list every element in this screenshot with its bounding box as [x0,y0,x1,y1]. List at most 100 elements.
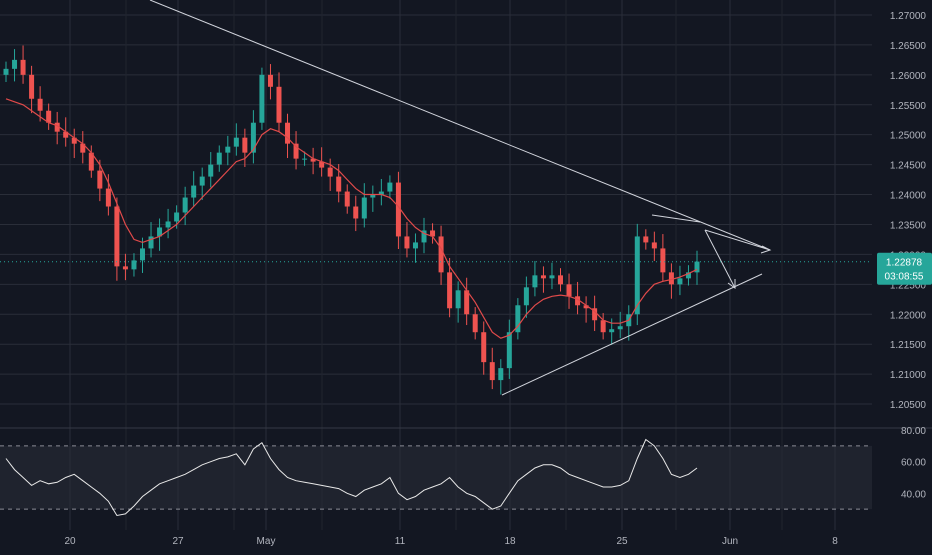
candle-body [225,146,231,153]
candle-body [472,314,478,333]
candle-body [438,236,444,273]
candle-body [583,305,589,309]
candle-body [12,59,18,69]
time-tick-label: 20 [64,536,76,547]
candle-body [285,122,291,144]
oscillator-tick-label: 60.00 [901,458,926,469]
candle-body [395,182,401,237]
candle-body [208,164,214,177]
time-tick-label: 18 [504,536,516,547]
candle-body [131,260,137,270]
candle-body [412,242,418,249]
candle-body [327,167,333,177]
candle-body [685,272,691,279]
candle-body [276,86,282,123]
candle-body [336,176,342,192]
candle-body [191,185,197,198]
bar-countdown: 03:08:55 [885,272,924,283]
time-tick-label: 8 [832,536,838,547]
time-tick-label: 11 [395,536,406,547]
candle-body [157,227,163,237]
candle-body [37,98,43,111]
candle-body [250,122,256,153]
last-price-value: 1.22878 [886,258,923,269]
price-tick-label: 1.23500 [890,220,927,231]
time-tick-label: May [257,536,276,547]
candle-body [97,170,103,189]
ascending-trendline [501,273,763,396]
candle-body [506,332,512,369]
candle-body [515,305,521,333]
price-tick-label: 1.24000 [890,191,927,202]
candle-body [216,152,222,165]
candle-body [421,230,427,243]
candle-body [199,176,205,186]
price-axis[interactable]: 1.27000 1.26500 1.26000 1.25500 1.25000 1.245… [890,11,927,500]
candle-body [46,110,52,123]
candle-body [302,158,308,160]
candle-body [634,236,640,315]
candle-body [361,197,367,219]
candle-body [481,332,487,363]
candle-body [3,68,9,75]
price-tick-label: 1.25500 [890,101,927,112]
oscillator-line [5,438,698,517]
moving-average [5,98,698,339]
candle-body [242,137,248,153]
descending-trendline [149,0,771,251]
candle-body [404,236,410,249]
candle-body [174,212,180,222]
candle-body [344,191,350,207]
candle-body [523,287,529,306]
candle-body [575,296,581,306]
candle-body [498,368,504,381]
oscillator-band [0,445,872,510]
candle-body [267,74,273,87]
candle-body [387,182,393,192]
price-tick-label: 1.26000 [890,71,927,82]
candle-body [353,206,359,219]
candle-body [233,137,239,147]
price-tick-label: 1.27000 [890,11,927,22]
candle-body [694,261,700,273]
trendline-drawings[interactable] [149,0,772,396]
candle-body [122,266,128,270]
candle-body [609,329,615,333]
candle-body [165,221,171,228]
time-tick-label: Jun [722,536,738,547]
candle-body [20,59,26,75]
candle-body [370,194,376,198]
candle-body [29,74,35,99]
candle-body [558,275,564,285]
candle-body [430,230,436,237]
last-price-label: 1.22878 03:08:55 [0,252,932,285]
price-tick-label: 1.24500 [890,161,927,172]
oscillator-tick-label: 40.00 [901,489,926,500]
candle-body [319,161,325,168]
candle-body [447,272,453,309]
candle-body [532,275,538,288]
time-axis[interactable]: 20 27 May 11 18 25 Jun 8 [64,536,838,547]
candle-body [182,197,188,213]
oscillator-panel [0,438,872,517]
price-tick-label: 1.20500 [890,400,927,411]
price-tick-label: 1.22000 [890,310,927,321]
candle-body [71,137,77,144]
candle-body [566,284,572,297]
time-tick-label: 27 [172,536,184,547]
price-tick-label: 1.25000 [890,131,927,142]
candle-body [549,275,555,279]
grid [0,0,932,530]
projection-arrow-upper-head [760,245,772,254]
projection-arrow-lower-head [727,279,736,289]
price-tick-label: 1.21500 [890,340,927,351]
candle-body [63,131,69,138]
candle-body [643,236,649,243]
price-tick-label: 1.26500 [890,41,927,52]
candle-body [259,74,265,123]
candle-body [148,236,154,249]
projection-top-line [651,214,701,223]
candle-body [489,362,495,381]
